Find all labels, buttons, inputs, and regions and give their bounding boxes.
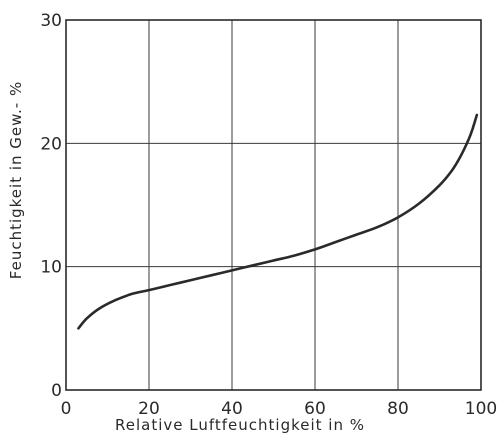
- x-tick-label: 60: [304, 399, 326, 419]
- x-tick-label: 0: [61, 399, 72, 419]
- x-tick-labels: 0 20 40 60 80 100: [61, 399, 498, 419]
- y-tick-label: 30: [40, 11, 62, 31]
- grid: [66, 20, 481, 390]
- y-tick-labels: 0 10 20 30: [40, 11, 62, 401]
- x-axis-title: Relative Luftfeuchtigkeit in %: [115, 416, 365, 434]
- x-tick-label: 20: [138, 399, 160, 419]
- y-tick-label: 0: [51, 381, 62, 401]
- y-axis-title: Feuchtigkeit in Gew.- %: [7, 81, 25, 279]
- x-tick-label: 40: [221, 399, 243, 419]
- y-tick-label: 20: [40, 134, 62, 154]
- x-tick-label: 80: [387, 399, 409, 419]
- series-layer: [77, 113, 479, 330]
- plot-frame: [65, 19, 482, 391]
- y-tick-label: 10: [40, 258, 62, 278]
- series-line-0: [77, 113, 479, 330]
- x-tick-label: 100: [465, 399, 497, 419]
